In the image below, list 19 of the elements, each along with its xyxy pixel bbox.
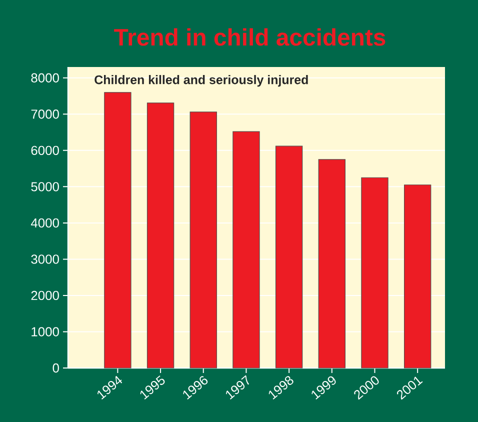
y-tick-label: 8000 (31, 73, 59, 82)
y-tick-label: 6000 (31, 146, 59, 155)
bar (232, 131, 260, 368)
y-tick-label: 1000 (32, 327, 59, 336)
chart-title: Trend in child accidents (114, 28, 386, 46)
y-tick-label: 7000 (31, 110, 59, 119)
y-tick-label: 5000 (31, 182, 59, 192)
bar (318, 159, 346, 368)
bar (275, 146, 303, 368)
y-tick-label: 4000 (30, 218, 59, 228)
y-tick-label: 0 (52, 363, 59, 373)
bar (190, 112, 217, 368)
bar (104, 92, 132, 368)
bar (404, 184, 432, 368)
bar (361, 177, 388, 368)
y-tick-label: 3000 (31, 254, 59, 264)
y-tick-label: 2000 (31, 290, 59, 300)
text: Children killed and seriously injured (94, 75, 308, 87)
bar (146, 102, 174, 368)
